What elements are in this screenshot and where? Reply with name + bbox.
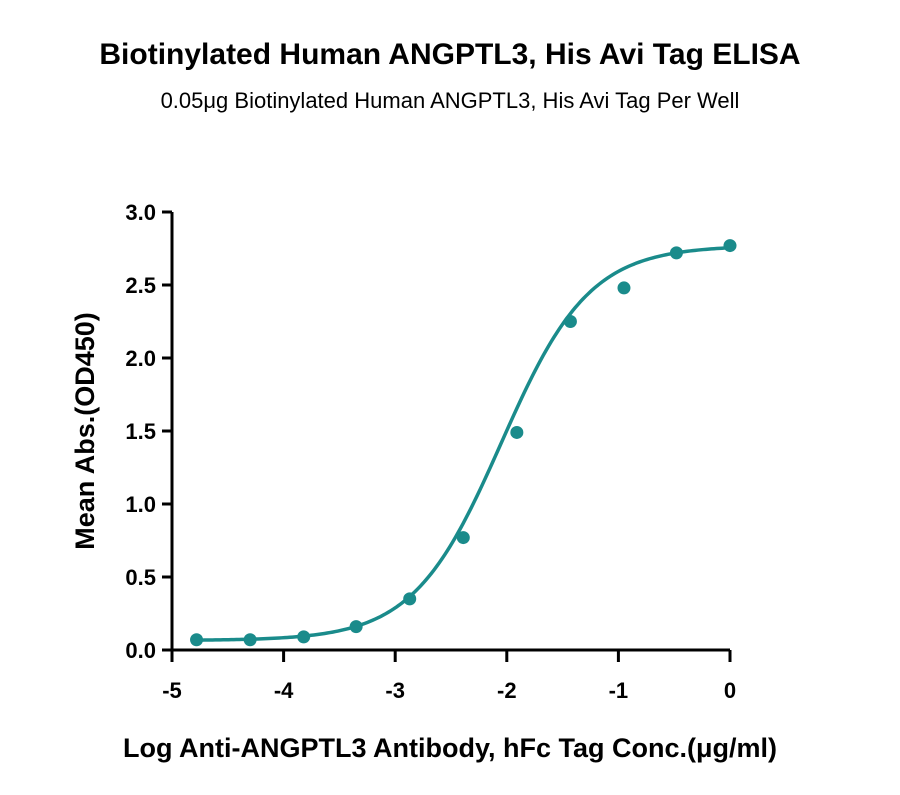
x-tick-label: -5 (162, 678, 182, 703)
y-tick-label: 2.0 (125, 346, 156, 371)
data-point (243, 633, 257, 647)
data-point (669, 246, 683, 260)
data-point (456, 531, 470, 545)
y-tick-label: 0.0 (125, 638, 156, 663)
chart-subtitle: 0.05μg Biotinylated Human ANGPTL3, His A… (160, 88, 740, 113)
data-point (190, 633, 204, 647)
data-point (563, 315, 577, 328)
x-tick-label: -3 (385, 678, 405, 703)
x-tick-label: -4 (274, 678, 294, 703)
chart-title: Biotinylated Human ANGPTL3, His Avi Tag … (99, 38, 801, 71)
x-tick-label: -1 (609, 678, 629, 703)
x-axis-label: Log Anti-ANGPTL3 Antibody, hFc Tag Conc.… (123, 733, 777, 763)
axes (170, 212, 730, 652)
data-point (349, 620, 363, 634)
data-point (723, 239, 737, 253)
y-ticks: 0.0 0.5 1.0 1.5 2.0 2.5 3.0 (125, 200, 172, 663)
data-point (403, 592, 417, 606)
data-point (510, 425, 524, 439)
y-tick-label: 1.0 (125, 492, 156, 517)
y-tick-label: 3.0 (125, 200, 156, 225)
data-point (297, 630, 311, 644)
data-point (617, 281, 631, 295)
data-points (190, 239, 737, 647)
x-tick-label: -2 (497, 678, 517, 703)
x-ticks: -5 -4 -3 -2 -1 0 (162, 650, 736, 703)
y-tick-label: 0.5 (125, 565, 156, 590)
y-tick-label: 1.5 (125, 419, 156, 444)
y-tick-label: 2.5 (125, 273, 156, 298)
y-axis-label: Mean Abs.(OD450) (70, 312, 100, 550)
fit-curve (196, 246, 731, 642)
x-tick-label: 0 (724, 678, 736, 703)
